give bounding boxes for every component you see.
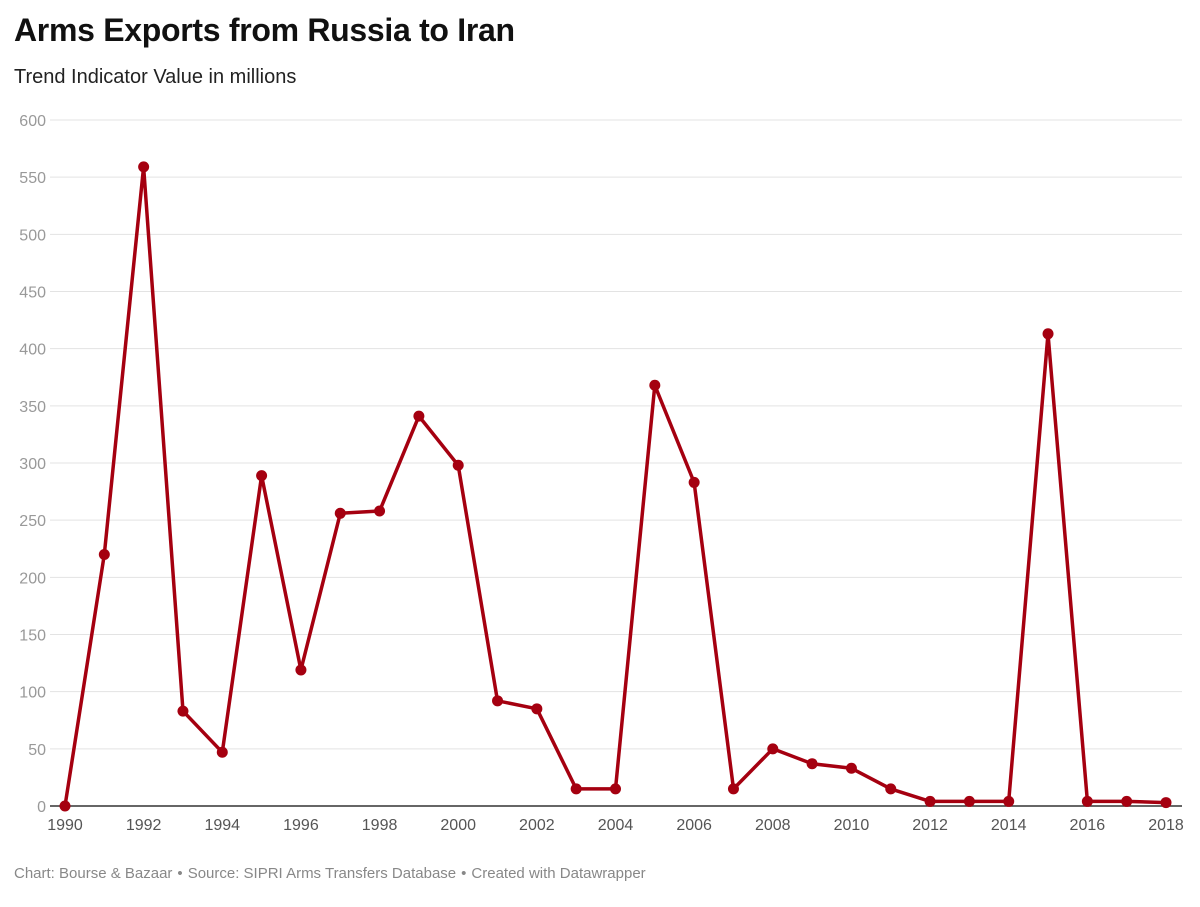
data-point bbox=[1042, 328, 1054, 340]
data-point bbox=[531, 703, 543, 715]
y-tick-label: 0 bbox=[37, 799, 46, 816]
data-point bbox=[1081, 795, 1093, 807]
y-tick-label: 250 bbox=[19, 513, 46, 530]
data-point bbox=[59, 800, 71, 812]
series-line bbox=[63, 165, 1168, 808]
x-tick-label: 2006 bbox=[676, 817, 712, 834]
data-point bbox=[845, 762, 857, 774]
data-point bbox=[570, 783, 582, 795]
y-tick-label: 100 bbox=[19, 685, 46, 702]
data-point bbox=[334, 507, 346, 519]
y-tick-label: 50 bbox=[28, 742, 46, 759]
data-point bbox=[413, 410, 425, 422]
footer-separator: • bbox=[177, 865, 183, 882]
data-point bbox=[727, 783, 739, 795]
chart-title: Arms Exports from Russia to Iran bbox=[14, 12, 515, 48]
x-tick-labels: 1990 1992 1994 1996 1998 2000 2002 2004 2006 2008… bbox=[47, 817, 1184, 834]
data-point bbox=[806, 758, 818, 770]
x-tick-label: 2004 bbox=[598, 817, 634, 834]
x-tick-label: 2010 bbox=[834, 817, 870, 834]
data-point bbox=[295, 664, 307, 676]
y-tick-label: 500 bbox=[19, 227, 46, 244]
y-tick-label: 350 bbox=[19, 399, 46, 416]
data-point bbox=[374, 505, 386, 517]
chart-footer: Chart: Bourse & Bazaar • Source: SIPRI Arm… bbox=[14, 865, 646, 882]
x-tick-label: 2018 bbox=[1148, 817, 1184, 834]
data-point bbox=[1003, 795, 1015, 807]
created-with-credit: Created with Datawrapper bbox=[471, 865, 646, 882]
x-tick-label: 2012 bbox=[912, 817, 948, 834]
data-series bbox=[59, 161, 1172, 812]
y-tick-label: 400 bbox=[19, 342, 46, 359]
data-point bbox=[610, 783, 621, 795]
data-point bbox=[963, 795, 975, 807]
data-point bbox=[138, 161, 150, 173]
data-point bbox=[256, 470, 268, 482]
data-point bbox=[1121, 795, 1133, 807]
y-tick-label: 550 bbox=[19, 170, 46, 187]
x-tick-label: 2008 bbox=[755, 817, 791, 834]
y-tick-label: 600 bbox=[19, 113, 46, 130]
x-tick-label: 2000 bbox=[440, 817, 476, 834]
data-point bbox=[688, 476, 700, 488]
gridlines bbox=[50, 119, 1182, 750]
source-credit: Source: SIPRI Arms Transfers Database bbox=[187, 865, 457, 882]
data-point bbox=[649, 379, 661, 391]
chart-credit: Chart: Bourse & Bazaar bbox=[14, 865, 173, 882]
x-tick-label: 1996 bbox=[283, 817, 319, 834]
data-point bbox=[492, 695, 504, 707]
footer-separator: • bbox=[461, 865, 467, 882]
data-point bbox=[452, 459, 464, 471]
chart-subtitle: Trend Indicator Value in millions bbox=[14, 66, 297, 88]
data-point bbox=[216, 746, 228, 758]
y-tick-label: 300 bbox=[19, 456, 46, 473]
data-point bbox=[177, 705, 189, 717]
data-point bbox=[885, 783, 897, 795]
x-tick-label: 1992 bbox=[126, 817, 162, 834]
data-point bbox=[767, 743, 779, 755]
x-tick-label: 1994 bbox=[204, 817, 240, 834]
y-tick-labels: 0 50 100 150 200 250 300 350 400 450 500 550 600 bbox=[19, 113, 46, 816]
y-tick-label: 450 bbox=[19, 285, 46, 302]
x-tick-label: 2014 bbox=[991, 817, 1027, 834]
x-tick-label: 2016 bbox=[1070, 817, 1106, 834]
data-point bbox=[98, 548, 110, 560]
y-tick-label: 200 bbox=[19, 570, 46, 587]
data-point bbox=[924, 795, 936, 807]
x-tick-label: 2002 bbox=[519, 817, 555, 834]
x-tick-label: 1998 bbox=[362, 817, 398, 834]
y-tick-label: 150 bbox=[19, 628, 46, 645]
x-tick-label: 1990 bbox=[47, 817, 83, 834]
data-point bbox=[1160, 797, 1172, 809]
